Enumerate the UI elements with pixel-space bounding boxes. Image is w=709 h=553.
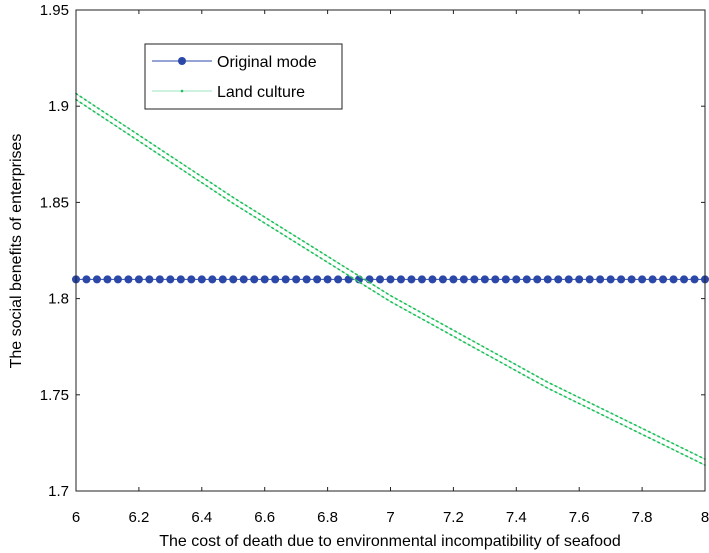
y-tick-label: 1.8 — [48, 291, 69, 308]
data-point-original-mode — [627, 275, 636, 284]
x-tick-label: 6 — [72, 509, 80, 526]
data-point-original-mode — [229, 275, 238, 284]
data-point-original-mode — [197, 275, 206, 284]
y-tick-label: 1.75 — [40, 387, 69, 404]
x-tick-label: 7.4 — [506, 509, 527, 526]
data-point-original-mode — [302, 275, 311, 284]
data-point-original-mode — [575, 275, 584, 284]
data-point-original-mode — [512, 275, 521, 284]
data-point-original-mode — [669, 275, 678, 284]
data-point-original-mode — [480, 275, 489, 284]
data-point-original-mode — [438, 275, 447, 284]
data-point-original-mode — [638, 275, 647, 284]
data-point-original-mode — [501, 275, 510, 284]
legend: Original mode Land culture — [144, 43, 343, 110]
x-tick-label: 7.6 — [569, 509, 590, 526]
data-point-original-mode — [543, 275, 552, 284]
x-tick-label: 7.2 — [443, 509, 464, 526]
data-point-original-mode — [155, 275, 164, 284]
legend-marker-land-culture — [180, 89, 184, 93]
x-tick-label: 6.2 — [128, 509, 149, 526]
y-tick-label: 1.85 — [40, 194, 69, 211]
data-point-original-mode — [113, 275, 122, 284]
legend-label-original-mode: Original mode — [217, 54, 317, 71]
data-point-original-mode — [690, 275, 699, 284]
data-point-original-mode — [407, 275, 416, 284]
x-tick-label: 6.4 — [191, 509, 212, 526]
legend-marker-original-mode — [178, 57, 186, 65]
legend-label-land-culture: Land culture — [217, 84, 305, 101]
data-point-original-mode — [323, 275, 332, 284]
data-point-original-mode — [334, 275, 343, 284]
x-tick-label: 7 — [386, 509, 394, 526]
plot-area — [72, 92, 709, 466]
data-point-original-mode — [428, 275, 437, 284]
data-point-original-mode — [260, 275, 269, 284]
x-tick-labels: 6 6.2 6.4 6.6 6.8 7 7.2 7.4 7.6 7.8 8 — [72, 509, 709, 526]
data-point-original-mode — [585, 275, 594, 284]
data-point-original-mode — [396, 275, 405, 284]
data-point-original-mode — [564, 275, 573, 284]
x-axis-label: The cost of death due to environmental i… — [159, 533, 621, 550]
data-point-original-mode — [208, 275, 217, 284]
data-point-original-mode — [491, 275, 500, 284]
data-point-original-mode — [617, 275, 626, 284]
data-point-original-mode — [376, 275, 385, 284]
data-point-original-mode — [166, 275, 175, 284]
data-point-original-mode — [281, 275, 290, 284]
data-point-original-mode — [554, 275, 563, 284]
x-tick-label: 6.6 — [254, 509, 275, 526]
series-dots-land-culture — [75, 98, 706, 466]
data-point-original-mode — [313, 275, 322, 284]
data-point-original-mode — [648, 275, 657, 284]
y-tick-labels: 1.7 1.75 1.8 1.85 1.9 1.95 — [40, 2, 69, 500]
data-point-original-mode — [271, 275, 280, 284]
data-point-original-mode — [187, 275, 196, 284]
data-point-original-mode — [218, 275, 227, 284]
legend-box — [144, 43, 343, 110]
data-point-original-mode — [82, 275, 91, 284]
data-point-original-mode — [145, 275, 154, 284]
data-point-original-mode — [449, 275, 458, 284]
data-point-original-mode — [92, 275, 101, 284]
data-point-original-mode — [124, 275, 133, 284]
data-point-original-mode — [606, 275, 615, 284]
data-point-original-mode — [533, 275, 542, 284]
data-point-original-mode — [470, 275, 479, 284]
y-tick-label: 1.7 — [48, 483, 69, 500]
data-point-original-mode — [596, 275, 605, 284]
data-point-original-mode — [680, 275, 689, 284]
data-point-original-mode — [239, 275, 248, 284]
data-point-original-mode — [417, 275, 426, 284]
data-point-original-mode — [292, 275, 301, 284]
y-axis-label: The social benefits of enterprises — [8, 134, 25, 369]
y-tick-label: 1.9 — [48, 98, 69, 115]
x-tick-label: 7.8 — [632, 509, 653, 526]
data-point-original-mode — [250, 275, 259, 284]
data-point-original-mode — [103, 275, 112, 284]
data-point-original-mode — [176, 275, 185, 284]
data-point-original-mode — [522, 275, 531, 284]
data-point-original-mode — [134, 275, 143, 284]
data-point-original-mode — [386, 275, 395, 284]
axis-ticks — [75, 9, 706, 492]
y-tick-label: 1.95 — [40, 2, 69, 19]
series-dots-land-culture — [75, 92, 706, 460]
data-point-original-mode — [659, 275, 668, 284]
data-point-original-mode — [459, 275, 468, 284]
x-tick-label: 6.8 — [317, 509, 338, 526]
x-tick-label: 8 — [701, 509, 709, 526]
